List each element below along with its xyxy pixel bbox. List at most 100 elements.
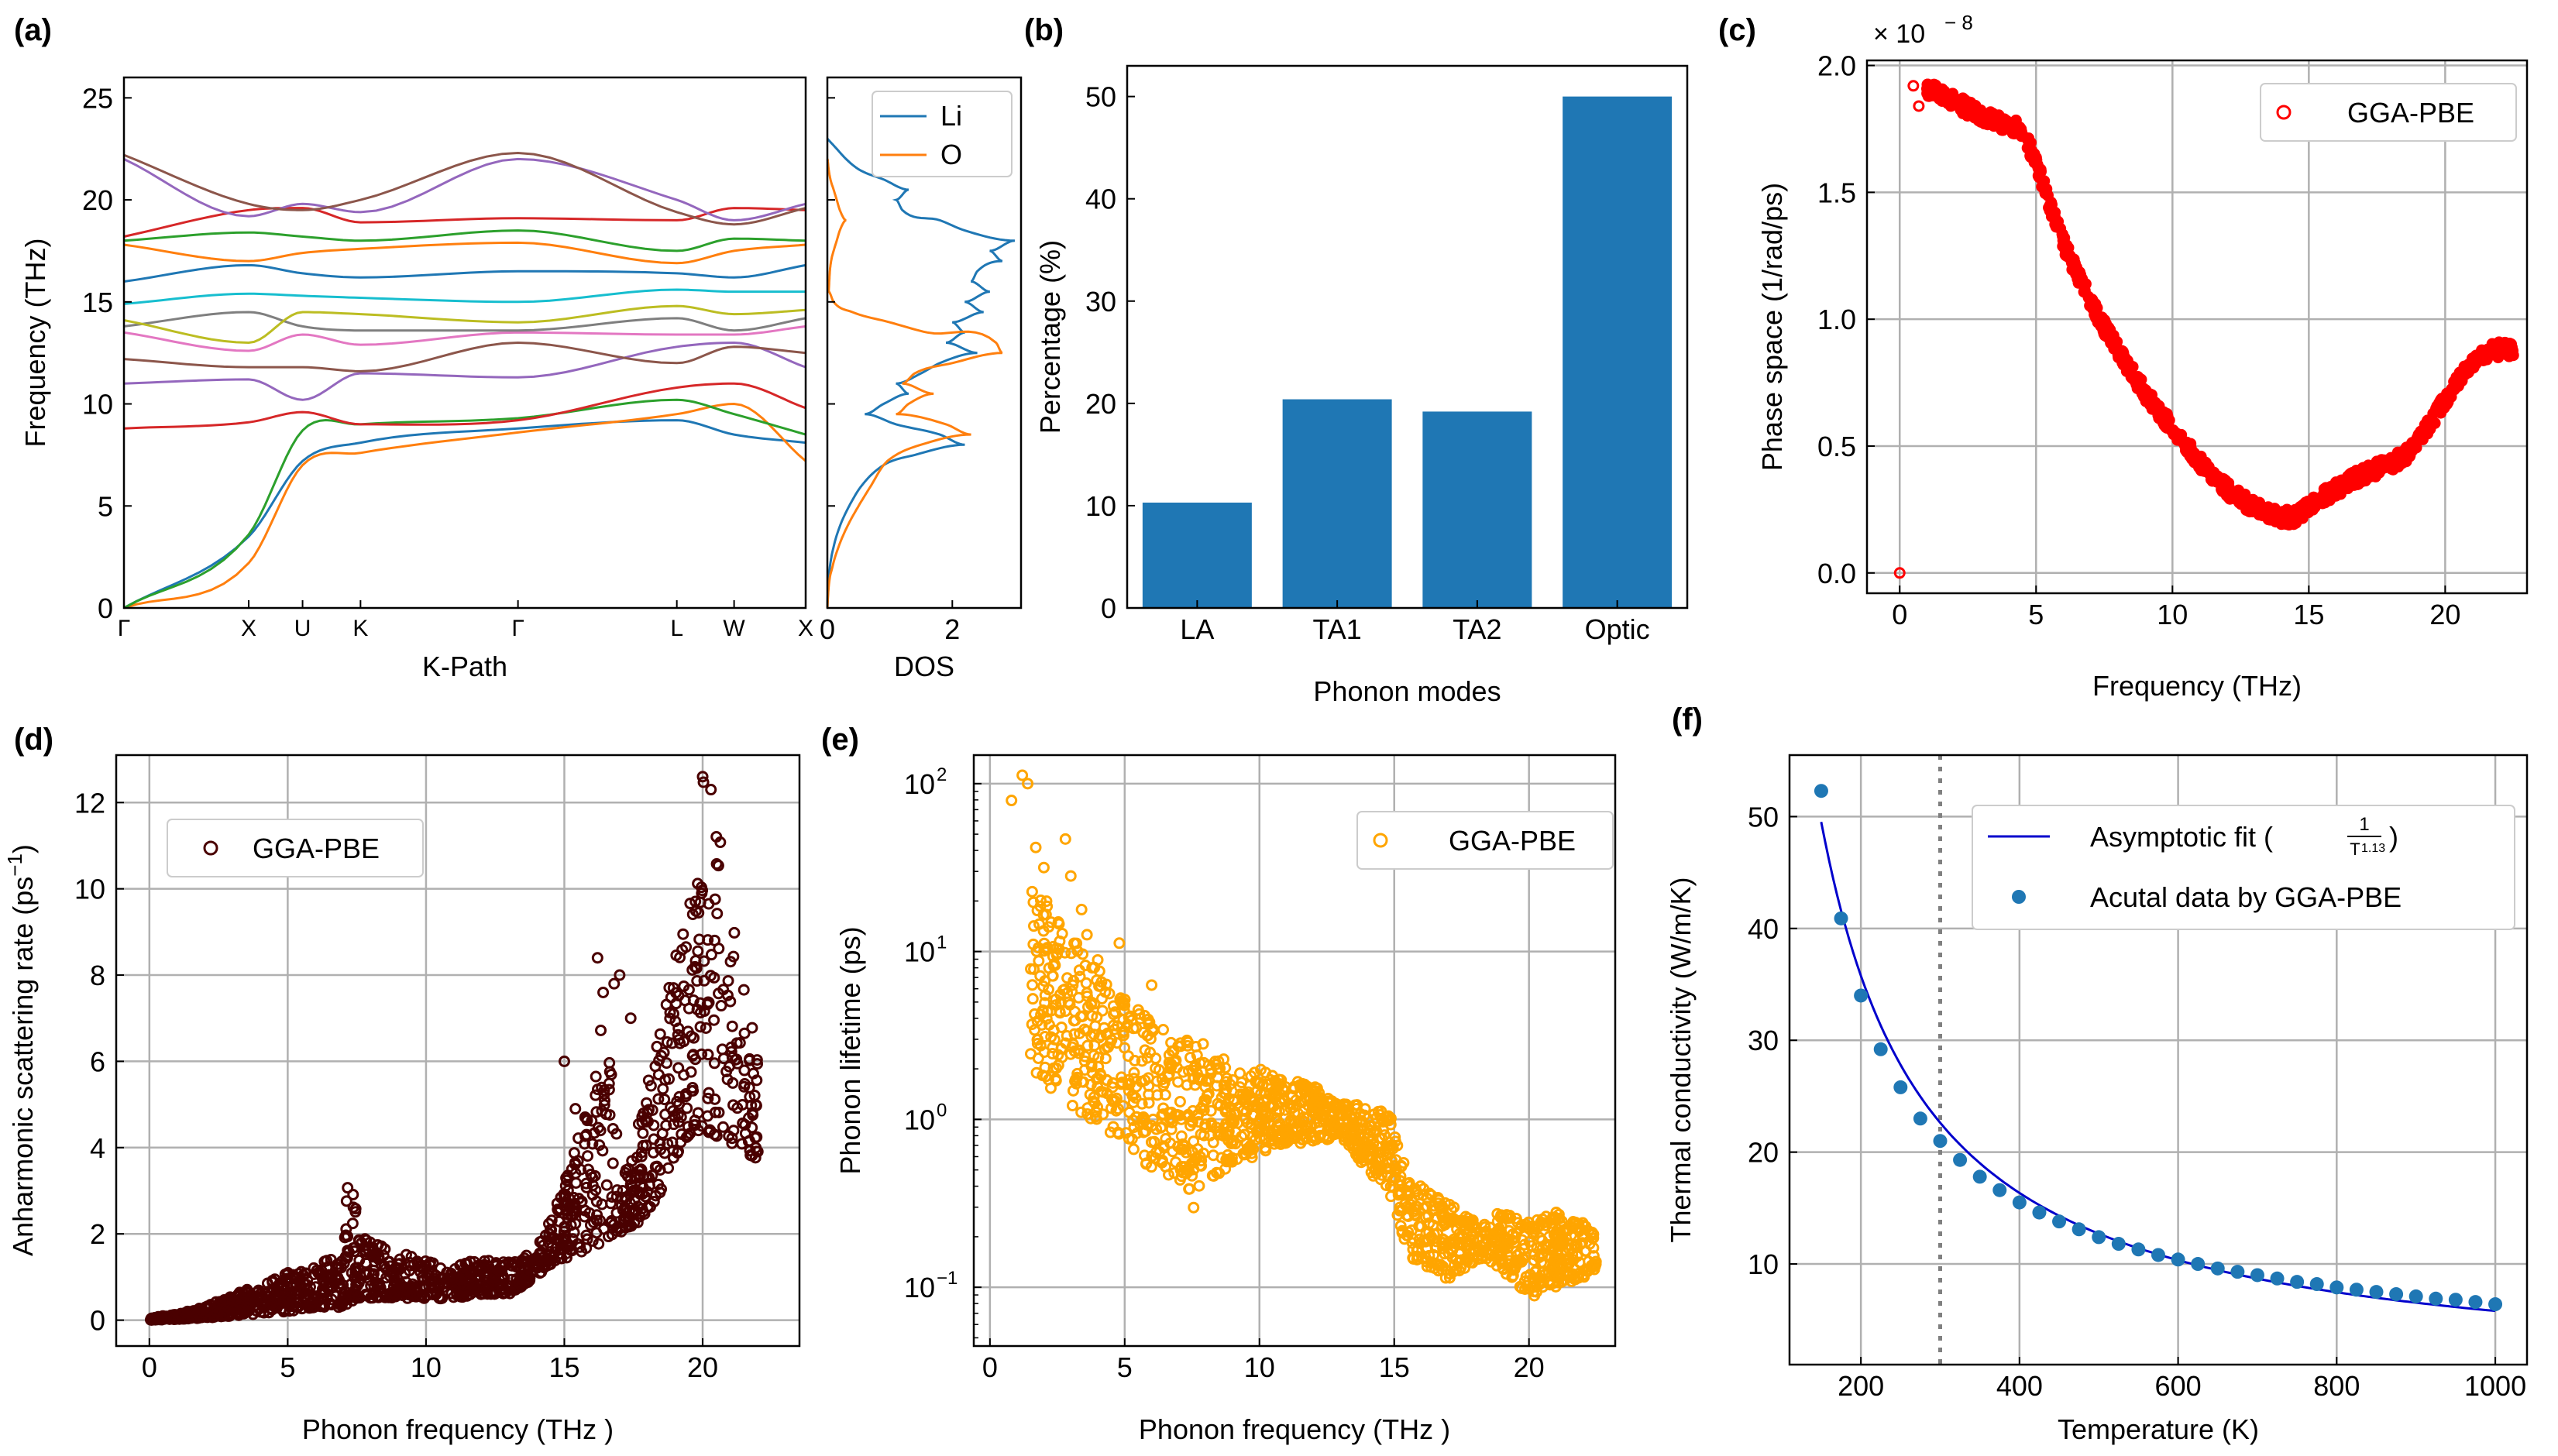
- data-point: [1141, 1029, 1154, 1042]
- x-tick-label: 600: [2155, 1370, 2202, 1402]
- data-point: [400, 1248, 412, 1261]
- scatter-points: [1814, 784, 2503, 1312]
- data-point: [1234, 1081, 1246, 1094]
- data-point: [380, 1272, 393, 1284]
- data-point: [590, 1106, 603, 1118]
- data-point: [1306, 1131, 1319, 1144]
- data-point: [682, 984, 695, 996]
- data-point: [1362, 1127, 1374, 1139]
- data-point: [1502, 1249, 1515, 1262]
- data-point: [2157, 414, 2170, 427]
- data-point: [1030, 945, 1043, 957]
- data-point: [558, 1188, 570, 1200]
- data-point: [1051, 947, 1064, 960]
- data-point: [2387, 463, 2399, 476]
- data-point: [1507, 1269, 1519, 1282]
- data-point: [725, 1046, 737, 1058]
- data-point: [1075, 1011, 1088, 1023]
- x-tick-label: 5: [280, 1351, 295, 1383]
- data-point: [1536, 1281, 1549, 1293]
- data-point: [1026, 1018, 1038, 1031]
- data-point: [1059, 833, 1071, 845]
- data-point: [2121, 355, 2133, 367]
- data-point: [1114, 993, 1126, 1005]
- data-point: [2369, 1285, 2384, 1300]
- panel-label-f: (f): [1672, 702, 1703, 737]
- data-point: [1377, 1115, 1389, 1128]
- data-point: [1953, 1152, 1968, 1167]
- legend-label-close: ): [2389, 821, 2398, 853]
- data-point: [654, 1138, 666, 1150]
- data-point: [1193, 1180, 1205, 1192]
- y-axis-label: Anharmonic scattering rate (ps−1): [3, 844, 39, 1256]
- data-point: [631, 1216, 644, 1228]
- data-point: [1218, 1053, 1230, 1066]
- data-point: [294, 1286, 307, 1299]
- x-tick-label: 20: [1514, 1351, 1545, 1383]
- data-point: [1078, 1055, 1091, 1067]
- x-tick-label: 1000: [2464, 1370, 2526, 1402]
- data-point: [467, 1286, 480, 1298]
- band-line: [123, 207, 806, 238]
- data-point: [2215, 476, 2227, 489]
- data-point: [2481, 352, 2494, 364]
- data-point: [1091, 974, 1103, 987]
- data-point: [1854, 988, 1869, 1003]
- data-point: [1536, 1235, 1549, 1247]
- data-point: [2488, 1297, 2503, 1312]
- data-point: [1184, 1052, 1196, 1064]
- data-point: [1188, 1156, 1201, 1168]
- y-tick-label: 20: [82, 184, 113, 216]
- data-point: [181, 1312, 194, 1324]
- data-point: [1116, 1077, 1129, 1089]
- data-point: [1050, 1073, 1062, 1085]
- data-point: [304, 1281, 316, 1293]
- data-point: [717, 1121, 729, 1133]
- data-point: [692, 945, 704, 957]
- y-tick-label: 20: [1748, 1137, 1779, 1169]
- data-point: [1502, 1212, 1515, 1224]
- data-point: [1448, 1201, 1460, 1214]
- data-point: [1461, 1215, 1473, 1228]
- y-tick-label: 0: [90, 1305, 105, 1337]
- data-point: [2109, 341, 2122, 353]
- data-point: [1128, 1121, 1140, 1133]
- data-point: [1081, 1039, 1094, 1052]
- data-point: [1996, 123, 2008, 136]
- data-point: [507, 1284, 519, 1296]
- panel-label-d: (d): [14, 723, 53, 757]
- data-point: [1472, 1253, 1484, 1265]
- data-point: [724, 995, 737, 1008]
- data-point: [288, 1272, 301, 1285]
- data-point: [349, 1241, 362, 1253]
- data-point: [1992, 1183, 2007, 1197]
- data-point: [1157, 1024, 1170, 1036]
- data-point: [2290, 1275, 2305, 1289]
- data-point: [1294, 1095, 1307, 1107]
- data-point: [1403, 1203, 1415, 1215]
- data-point: [2476, 344, 2488, 356]
- data-point: [420, 1281, 432, 1293]
- y-tick-exponent: −1: [937, 1268, 958, 1289]
- data-point: [721, 1073, 734, 1086]
- data-point: [603, 1077, 615, 1090]
- data-point: [1553, 1236, 1566, 1248]
- legend-label: Li: [940, 100, 962, 132]
- data-point: [266, 1276, 279, 1289]
- data-point: [1025, 963, 1037, 975]
- legend-marker: [2276, 105, 2292, 120]
- data-point: [2149, 399, 2161, 411]
- data-point: [2052, 1214, 2067, 1229]
- data-point: [1071, 937, 1083, 949]
- band-line: [123, 398, 806, 610]
- data-point: [1357, 1137, 1370, 1149]
- data-point: [1148, 1135, 1160, 1148]
- data-point: [704, 1125, 717, 1137]
- y-tick-label: 0: [98, 592, 113, 624]
- data-point: [1460, 1253, 1472, 1265]
- x-tick-label: 5: [2028, 599, 2044, 630]
- data-point: [1034, 894, 1047, 906]
- data-point: [687, 994, 700, 1006]
- x-tick-label: 0: [982, 1351, 998, 1383]
- data-point: [568, 1202, 580, 1214]
